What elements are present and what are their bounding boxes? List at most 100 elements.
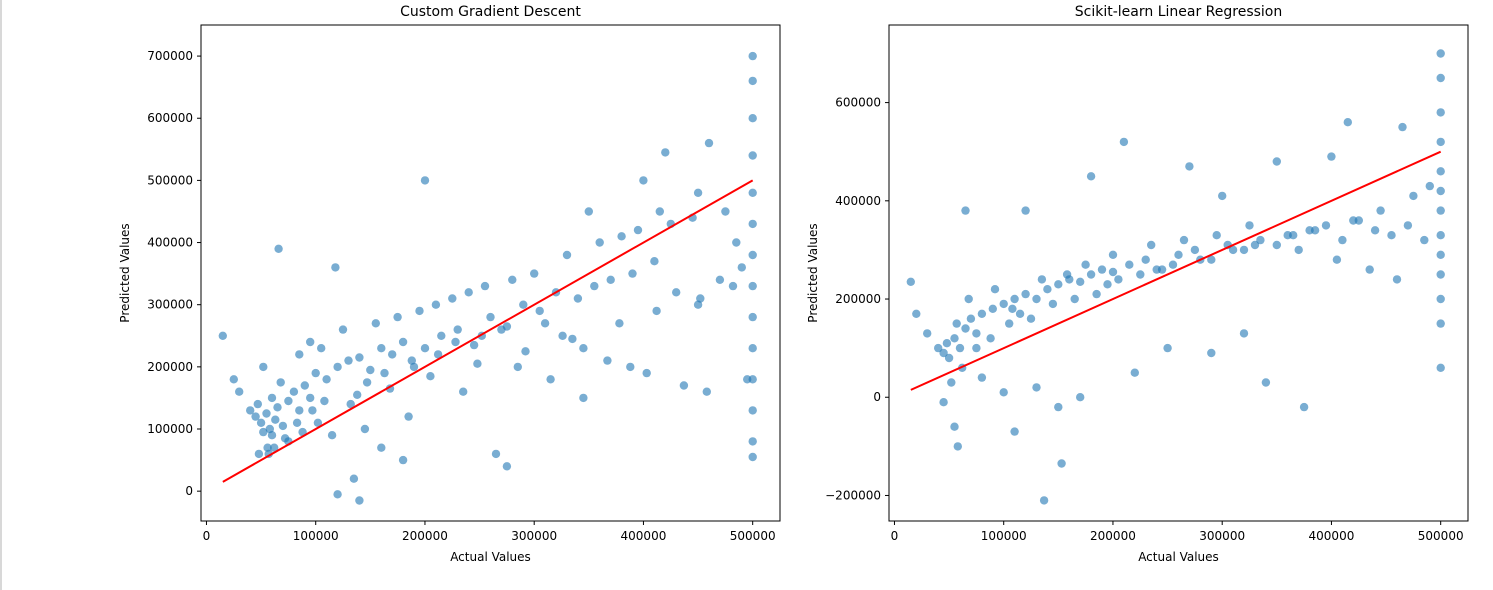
- data-point: [388, 350, 397, 359]
- data-point: [693, 188, 703, 197]
- y-tick-label: 600000: [835, 96, 881, 110]
- data-point: [573, 294, 583, 303]
- data-point: [1218, 191, 1227, 201]
- data-point: [1174, 250, 1183, 259]
- data-point: [409, 362, 419, 372]
- data-point: [521, 347, 530, 356]
- data-point: [633, 225, 643, 235]
- y-tick-label: 100000: [147, 422, 193, 436]
- data-point: [480, 281, 490, 291]
- data-point: [1005, 319, 1014, 328]
- data-point: [1436, 294, 1445, 304]
- data-point: [923, 329, 932, 338]
- data-point: [333, 490, 342, 499]
- data-point: [349, 474, 359, 483]
- data-point: [748, 114, 757, 123]
- data-point: [1130, 368, 1140, 377]
- data-point: [579, 344, 588, 353]
- data-point: [404, 412, 413, 421]
- data-point: [748, 76, 757, 86]
- left-x-axis-label: Actual Values: [450, 550, 531, 564]
- data-point: [1327, 152, 1336, 161]
- data-point: [748, 51, 757, 61]
- y-tick-label: 700000: [147, 49, 193, 63]
- data-point: [276, 378, 285, 387]
- data-point: [1436, 137, 1445, 147]
- left-y-axis-label: Predicted Values: [118, 223, 132, 322]
- data-point: [1037, 275, 1047, 284]
- data-point: [1076, 393, 1085, 402]
- data-point: [639, 176, 648, 185]
- data-point: [377, 443, 386, 452]
- data-point: [1070, 294, 1079, 304]
- data-point: [1343, 118, 1353, 127]
- data-point: [1370, 226, 1380, 235]
- y-tick-label: 600000: [147, 111, 193, 125]
- data-point: [558, 331, 567, 340]
- data-point: [1043, 285, 1052, 294]
- data-point: [259, 427, 268, 437]
- right-x-axis-label: Actual Values: [1138, 550, 1219, 564]
- data-point: [362, 378, 372, 387]
- data-point: [308, 406, 317, 415]
- data-point: [1272, 240, 1282, 250]
- data-point: [377, 344, 386, 353]
- right-scatter-points: [906, 49, 1445, 505]
- data-point: [1261, 378, 1271, 387]
- data-point: [906, 277, 915, 286]
- data-point: [617, 232, 626, 241]
- y-tick-label: 400000: [835, 194, 881, 208]
- data-point: [344, 356, 353, 365]
- data-point: [939, 348, 948, 358]
- data-point: [1436, 270, 1445, 279]
- data-point: [1054, 280, 1063, 289]
- data-point: [748, 344, 757, 353]
- data-point: [1048, 299, 1058, 309]
- data-point: [313, 418, 323, 427]
- data-point: [284, 396, 293, 406]
- x-tick-label: 100000: [981, 529, 1027, 543]
- data-point: [459, 387, 468, 396]
- left-chart-title: Custom Gradient Descent: [400, 4, 581, 20]
- data-point: [426, 372, 435, 381]
- data-point: [1114, 275, 1123, 284]
- data-point: [955, 343, 965, 353]
- data-point: [1054, 402, 1063, 412]
- data-point: [1163, 343, 1172, 353]
- data-point: [1376, 206, 1385, 215]
- y-tick-label: 400000: [147, 236, 193, 250]
- data-point: [1097, 265, 1107, 274]
- data-point: [1403, 221, 1413, 230]
- data-point: [590, 281, 599, 291]
- data-point: [1108, 267, 1118, 277]
- data-point: [1392, 275, 1402, 284]
- data-point: [1283, 231, 1292, 240]
- data-point: [1057, 459, 1066, 468]
- data-point: [355, 353, 364, 362]
- y-tick-label: 300000: [147, 298, 193, 312]
- data-point: [1136, 270, 1145, 279]
- data-point: [737, 263, 746, 272]
- right-x-ticks: 0 100000 200000 300000 400000 500000: [891, 521, 1464, 543]
- data-point: [1349, 216, 1358, 225]
- data-point: [270, 443, 279, 452]
- data-point: [1010, 294, 1019, 304]
- data-point: [535, 306, 544, 316]
- data-point: [999, 299, 1008, 309]
- data-point: [431, 300, 441, 309]
- data-point: [748, 312, 757, 322]
- x-tick-label: 400000: [1309, 529, 1355, 543]
- data-point: [420, 176, 430, 185]
- data-point: [1256, 235, 1265, 245]
- x-tick-label: 500000: [1418, 529, 1464, 543]
- x-tick-label: 0: [203, 529, 211, 543]
- right-subplot: 0 100000 200000 300000 400000 500000 −200000 0…: [806, 4, 1469, 564]
- data-point: [366, 365, 375, 375]
- data-point: [977, 309, 987, 318]
- data-point: [1272, 157, 1282, 166]
- data-point: [1332, 255, 1342, 264]
- data-point: [721, 207, 730, 216]
- x-tick-label: 0: [891, 529, 899, 543]
- data-point: [672, 288, 681, 297]
- data-point: [988, 304, 997, 313]
